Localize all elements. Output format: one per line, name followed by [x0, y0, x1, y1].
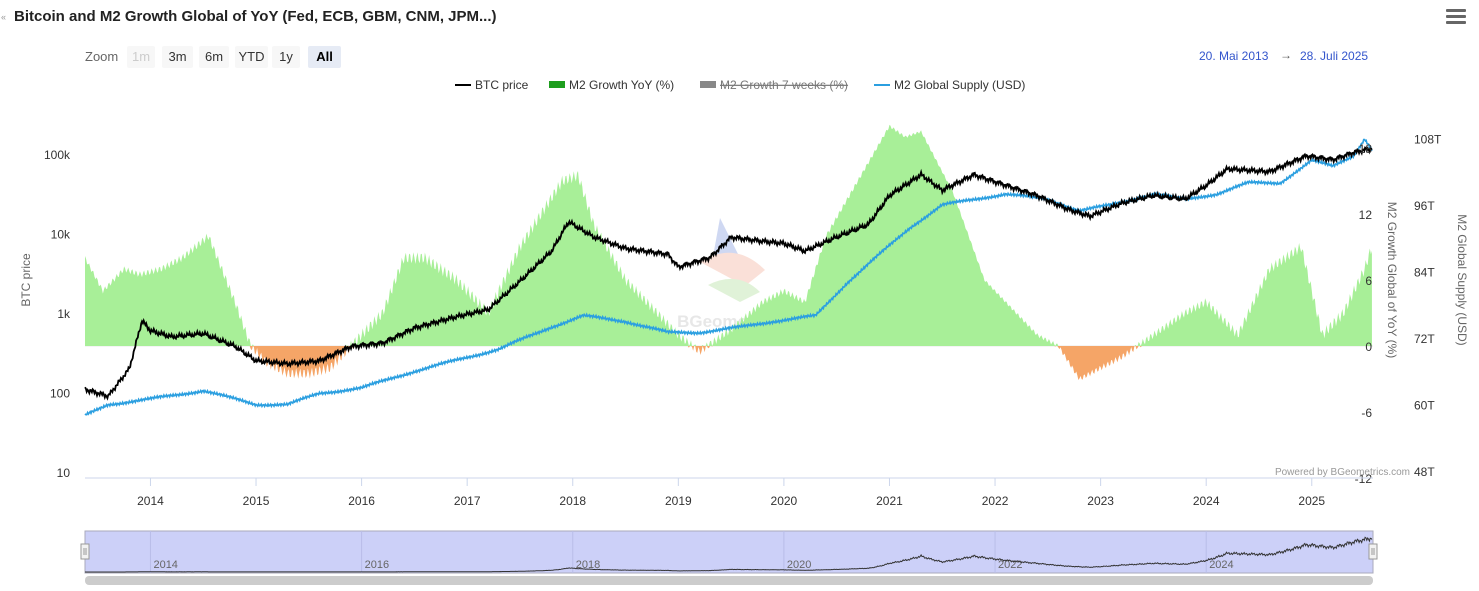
- plot-area: [84, 124, 1373, 416]
- navigator-selection[interactable]: [84, 530, 1374, 574]
- legend-label: BTC price: [475, 78, 529, 92]
- right-axis-growth-tick: -12: [1355, 472, 1373, 486]
- legend-label: M2 Growth YoY (%): [569, 78, 674, 92]
- left-axis-title: BTC price: [19, 253, 33, 307]
- range-from-date[interactable]: 20. Mai 2013: [1199, 49, 1269, 63]
- navigator-label: 2024: [1209, 559, 1233, 571]
- x-axis-tick: 2016: [348, 494, 375, 508]
- zoom-label: Zoom: [85, 49, 119, 64]
- right-axis-growth-tick: -6: [1361, 406, 1372, 420]
- legend-label: M2 Global Supply (USD): [894, 78, 1025, 92]
- x-axis-tick: 2024: [1193, 494, 1220, 508]
- x-axis-tick: 2023: [1087, 494, 1114, 508]
- axes: 100k 10k 1k 100 10 BTC price 18 12 6 0 -6 -12 M2 Gro…: [19, 133, 1469, 509]
- right-axis-supply-tick: 96T: [1414, 199, 1435, 213]
- zoom-button-1y[interactable]: 1y: [272, 46, 300, 68]
- legend-item[interactable]: M2 Global Supply (USD): [874, 78, 1025, 92]
- zoom-button-all[interactable]: All: [308, 46, 341, 68]
- left-axis-tick: 10k: [51, 228, 71, 242]
- right-axis-growth-tick: 6: [1365, 274, 1372, 288]
- x-axis-tick: 2014: [137, 494, 164, 508]
- legend-item[interactable]: BTC price: [455, 78, 529, 92]
- chart-title: Bitcoin and M2 Growth Global of YoY (Fed…: [14, 8, 497, 25]
- zoom-button-3m[interactable]: 3m: [162, 46, 193, 68]
- navigator-right-handle[interactable]: [1368, 543, 1378, 560]
- navigator-label: 2016: [365, 559, 389, 571]
- navigator-label: 2020: [787, 559, 811, 571]
- x-axis-tick: 2020: [771, 494, 798, 508]
- left-axis-tick: 100k: [44, 148, 71, 162]
- btc-price-line: [84, 146, 1373, 401]
- x-axis-tick: 2022: [982, 494, 1009, 508]
- right-axis-growth-tick: 12: [1359, 208, 1373, 222]
- hamburger-menu-icon[interactable]: [1446, 9, 1466, 27]
- right-axis-supply-tick: 108T: [1414, 133, 1442, 147]
- right-axis-growth-tick: 18: [1359, 142, 1373, 156]
- m2-growth-positive-area: [85, 124, 1372, 346]
- x-axis-tick: 2021: [876, 494, 903, 508]
- legend-item[interactable]: M2 Growth YoY (%): [549, 78, 674, 92]
- left-edge-mark: «: [1, 12, 7, 22]
- zoom-button-1m: 1m: [127, 46, 155, 68]
- left-axis-tick: 1k: [57, 307, 71, 321]
- right-axis-growth-title: M2 Growth Global of YoY (%): [1385, 202, 1399, 359]
- left-axis-tick: 10: [57, 466, 71, 480]
- x-axis-tick: 2019: [665, 494, 692, 508]
- x-axis-tick: 2017: [454, 494, 481, 508]
- zoom-button-6m[interactable]: 6m: [199, 46, 229, 68]
- watermark-logo-icon: [700, 218, 765, 302]
- right-axis-supply-tick: 60T: [1414, 399, 1435, 413]
- left-axis-tick: 100: [50, 387, 70, 401]
- right-axis-supply-tick: 84T: [1414, 266, 1435, 280]
- legend: BTC price M2 Growth YoY (%) M2 Growth 7 we…: [455, 78, 1025, 92]
- x-axis-tick: 2018: [559, 494, 586, 508]
- navigator-label: 2018: [576, 559, 600, 571]
- legend-area-symbol: [549, 81, 565, 88]
- navigator-btc-line: [85, 536, 1373, 573]
- legend-area-symbol: [700, 81, 716, 88]
- x-axis-tick: 2025: [1298, 494, 1325, 508]
- navigator[interactable]: 2014 2016 2018 2020 2022 2024: [80, 530, 1378, 585]
- zoom-button-ytd[interactable]: YTD: [235, 46, 268, 68]
- x-axis-tick: 2015: [243, 494, 270, 508]
- navigator-label: 2014: [153, 559, 177, 571]
- legend-label: M2 Growth 7 weeks (%): [720, 78, 848, 92]
- navigator-left-handle[interactable]: [80, 543, 90, 560]
- navigator-scrollbar[interactable]: [85, 576, 1373, 585]
- right-axis-supply-title: M2 Global Supply (USD): [1455, 214, 1469, 345]
- right-axis-supply-tick: 48T: [1414, 465, 1435, 479]
- right-axis-growth-tick: 0: [1365, 340, 1372, 354]
- legend-item[interactable]: M2 Growth 7 weeks (%): [700, 78, 848, 92]
- range-arrow: →: [1280, 48, 1292, 62]
- credits-text[interactable]: Powered by BGeometrics.com: [1275, 467, 1410, 478]
- range-to-date[interactable]: 28. Juli 2025: [1300, 49, 1369, 63]
- right-axis-supply-tick: 72T: [1414, 332, 1435, 346]
